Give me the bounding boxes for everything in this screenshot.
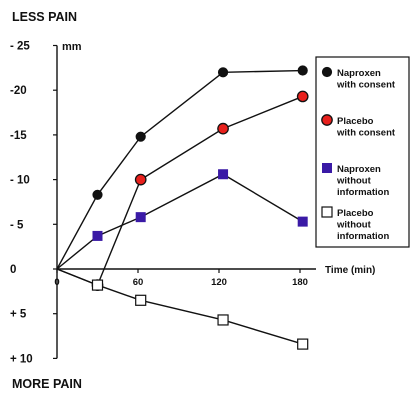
data-point-s3-4 [297, 338, 309, 350]
data-point-s3-3 [217, 314, 229, 326]
data-point-s0-2 [135, 131, 146, 142]
x-tick-label: 60 [133, 277, 144, 288]
data-point-s0-1 [92, 189, 103, 200]
y-tick-label: + 10 [10, 353, 33, 365]
legend-label: without [336, 176, 372, 187]
y-tick-label: - 25 [10, 41, 30, 53]
legend-label: Placebo [337, 208, 374, 219]
legend-label: Placebo [337, 116, 374, 127]
data-point-s2-4 [297, 216, 308, 227]
y-tick-label: -15 [10, 130, 27, 142]
data-point-s1-4 [296, 90, 309, 103]
data-point-s0-3 [217, 67, 229, 78]
data-point-s3-1 [91, 279, 104, 291]
data-point-s1-3 [217, 122, 229, 135]
legend-label: with consent [336, 128, 396, 139]
axes: - 25 -20 -15 - 10 - 5 0 + 5 + 10 0 60 120 180 [10, 41, 316, 365]
legend-label: information [337, 231, 389, 242]
legend-label: with consent [336, 80, 396, 91]
bottom-label: MORE PAIN [12, 377, 82, 391]
y-tick-label: - 10 [10, 175, 30, 187]
x-axis-label: Time (min) [325, 265, 375, 276]
x-tick-label: 120 [211, 277, 227, 288]
legend-label: without [336, 220, 372, 231]
x-tick-label: 0 [54, 277, 59, 288]
data-point-s2-1 [92, 230, 103, 241]
series-lines [56, 69, 304, 345]
series-line-2 [56, 173, 304, 270]
x-tick-label: 180 [292, 277, 308, 288]
legend-label: information [337, 187, 389, 198]
series-line-1 [56, 95, 303, 286]
legend-label: Naproxen [337, 164, 381, 175]
legend-marker-1 [321, 114, 333, 126]
y-tick-label: + 5 [10, 309, 27, 321]
y-tick-label: -20 [10, 85, 27, 97]
y-tick-label: - 5 [10, 219, 24, 231]
data-point-s0-4 [297, 65, 308, 76]
data-point-s1-2 [134, 173, 147, 186]
legend-label: Naproxen [337, 68, 381, 79]
legend-marker-2 [322, 163, 332, 173]
legend-marker-0 [321, 66, 333, 78]
top-label: LESS PAIN [12, 10, 77, 24]
data-point-s2-3 [218, 169, 229, 180]
data-point-s2-2 [135, 212, 146, 223]
legend-marker-3 [321, 206, 333, 218]
y-tick-label: 0 [10, 264, 16, 276]
y-unit-label: mm [62, 41, 82, 53]
series-markers [91, 65, 309, 350]
data-point-s3-2 [135, 294, 147, 306]
